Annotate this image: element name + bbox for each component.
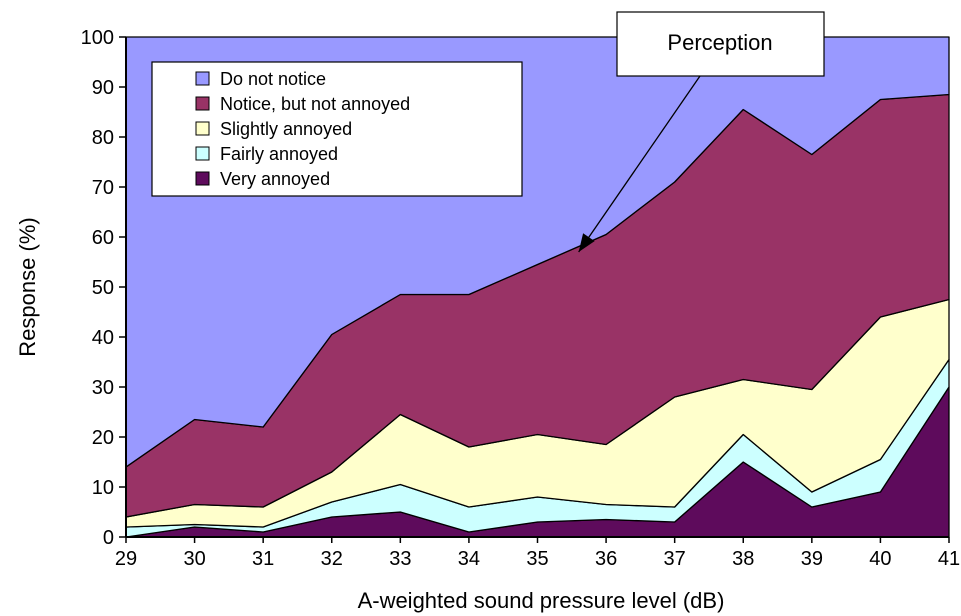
legend-swatch-fairly-annoyed: [195, 146, 210, 161]
y-tick-label: 50: [92, 277, 114, 299]
legend-swatch-slightly-annoyed: [195, 121, 210, 136]
y-tick-label: 80: [92, 127, 114, 149]
y-tick-label: 40: [92, 327, 114, 349]
x-tick-label: 38: [732, 548, 754, 570]
legend-label-notice-but-not-annoyed: Notice, but not annoyed: [220, 94, 410, 114]
y-tick-label: 30: [92, 377, 114, 399]
y-axis-title: Response (%): [15, 217, 40, 356]
x-tick-label: 41: [938, 548, 960, 570]
x-tick-label: 33: [389, 548, 411, 570]
y-tick-label: 10: [92, 477, 114, 499]
y-tick-label: 90: [92, 77, 114, 99]
legend-label-slightly-annoyed: Slightly annoyed: [220, 119, 352, 139]
legend-label-fairly-annoyed: Fairly annoyed: [220, 144, 338, 164]
annotation-box: [616, 11, 825, 77]
y-tick-labels: 0 10 20 30 40 50 60 70 80 90 100: [81, 27, 126, 549]
y-tick-label: 60: [92, 227, 114, 249]
x-axis-title: A-weighted sound pressure level (dB): [358, 588, 725, 613]
legend-swatch-very-annoyed: [195, 171, 210, 186]
x-tick-label: 36: [595, 548, 617, 570]
legend-box: [151, 61, 523, 197]
annotation-arrow: [578, 75, 701, 253]
legend-items: Do not notice Notice, but not annoyed Slig…: [195, 69, 410, 189]
x-tick-label: 37: [664, 548, 686, 570]
y-tick-label: 100: [81, 27, 114, 49]
legend-label-very-annoyed: Very annoyed: [220, 169, 330, 189]
x-tick-label: 32: [321, 548, 343, 570]
x-tick-label: 30: [183, 548, 205, 570]
y-tick-label: 20: [92, 427, 114, 449]
annotation-text: Perception: [667, 30, 772, 55]
x-tick-label: 31: [252, 548, 274, 570]
x-tick-label: 40: [869, 548, 891, 570]
perception-annotation: Perception: [578, 11, 825, 253]
x-tick-labels: 29 30 31 32 33 34 35 36 37 38 39 40 41: [115, 537, 960, 570]
x-tick-label: 34: [458, 548, 480, 570]
y-tick-label: 70: [92, 177, 114, 199]
legend-swatch-notice-but-not-annoyed: [195, 96, 210, 111]
x-tick-label: 35: [526, 548, 548, 570]
x-tick-label: 29: [115, 548, 137, 570]
legend-label-do-not-notice: Do not notice: [220, 69, 326, 89]
legend-swatch-do-not-notice: [195, 71, 210, 86]
y-tick-label: 0: [103, 527, 114, 549]
legend: Do not notice Notice, but not annoyed Slig…: [151, 61, 523, 197]
annotation-arrowhead: [578, 233, 595, 252]
x-tick-label: 39: [801, 548, 823, 570]
